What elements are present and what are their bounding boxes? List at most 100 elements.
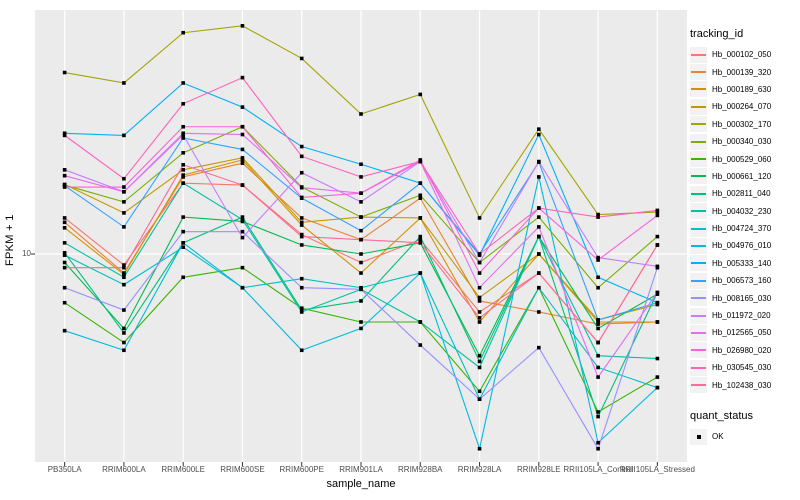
series-color-line-icon xyxy=(691,366,706,369)
data-point xyxy=(655,264,660,269)
legend-item-Hb_000340_030: Hb_000340_030 xyxy=(690,133,800,150)
data-point xyxy=(181,215,185,219)
legend-item-label: Hb_000264_070 xyxy=(712,102,772,112)
legend-item-Hb_000264_070: Hb_000264_070 xyxy=(690,98,800,115)
data-point xyxy=(537,206,541,210)
legend-item-label: Hb_004724_370 xyxy=(712,224,772,234)
data-point xyxy=(181,229,185,234)
legend: tracking_id Hb_000102_050 Hb_000139_320 Hb… xyxy=(690,0,800,445)
data-point xyxy=(418,196,423,200)
data-point xyxy=(655,213,660,218)
data-point xyxy=(655,300,660,305)
data-point xyxy=(299,56,304,61)
x-tick-label-RRII105LA_Control: RRII105LA_Control xyxy=(563,465,633,474)
data-point xyxy=(537,225,541,229)
data-point xyxy=(655,208,660,213)
data-point xyxy=(596,440,600,445)
data-point xyxy=(537,285,541,290)
quant-status-key xyxy=(690,428,707,445)
data-point xyxy=(596,375,600,379)
data-point xyxy=(122,265,126,270)
data-point xyxy=(299,216,304,220)
data-point xyxy=(299,170,304,175)
data-point xyxy=(299,220,304,225)
data-point xyxy=(62,226,67,230)
data-point xyxy=(299,306,304,310)
data-point xyxy=(181,175,185,179)
series-color-line-icon xyxy=(691,158,706,161)
legend-key-swatch xyxy=(690,359,707,376)
data-point xyxy=(240,124,245,129)
data-point xyxy=(62,265,67,270)
legend-title-tracking-id: tracking_id xyxy=(690,28,744,40)
legend-key-swatch xyxy=(690,377,707,394)
data-point xyxy=(359,299,363,303)
data-point xyxy=(299,185,304,190)
x-tick-label-RRIM901LA: RRIM901LA xyxy=(339,465,383,474)
data-point xyxy=(596,215,600,219)
legend-key-swatch xyxy=(690,307,707,324)
data-point xyxy=(181,81,185,85)
legend-key-swatch xyxy=(690,98,707,115)
x-tick-label-PB350LA: PB350LA xyxy=(47,465,82,474)
data-point xyxy=(181,173,185,177)
data-point xyxy=(359,252,363,256)
series-color-line-icon xyxy=(691,105,706,108)
data-point xyxy=(537,345,541,350)
data-point xyxy=(122,275,126,280)
data-point xyxy=(240,285,245,290)
data-point xyxy=(359,228,363,233)
data-point xyxy=(596,326,600,331)
data-point xyxy=(359,112,363,116)
data-point xyxy=(240,183,245,187)
x-axis-tick-labels: PB350LA RRIM600LA RRIM600LE RRIM600SE RRIM60… xyxy=(0,465,800,477)
legend-item-Hb_102438_030: Hb_102438_030 xyxy=(690,376,800,394)
data-point xyxy=(122,263,126,267)
series-color-line-icon xyxy=(691,331,706,334)
data-point xyxy=(299,234,304,239)
legend-key-swatch xyxy=(690,324,707,341)
series-color-line-icon xyxy=(691,384,706,387)
data-point xyxy=(359,162,363,167)
data-point xyxy=(181,151,185,155)
data-point xyxy=(418,234,423,239)
data-point xyxy=(537,132,541,137)
data-point xyxy=(477,397,482,401)
data-point xyxy=(181,30,185,35)
data-point xyxy=(122,348,126,353)
data-point xyxy=(418,181,423,185)
legend-color-items: Hb_000102_050 Hb_000139_320 Hb_000189_630 H… xyxy=(690,46,800,394)
data-point xyxy=(537,175,541,179)
legend-item-label: Hb_030545_030 xyxy=(712,363,772,373)
x-axis-title: sample_name xyxy=(326,478,396,490)
legend-key-swatch xyxy=(690,237,707,254)
legend-item-Hb_030545_030: Hb_030545_030 xyxy=(690,359,800,376)
legend-key-swatch xyxy=(690,81,707,98)
legend-key-swatch xyxy=(690,151,707,168)
data-point xyxy=(418,92,423,97)
data-point xyxy=(359,237,363,242)
data-point xyxy=(477,320,482,324)
data-point xyxy=(62,300,67,305)
data-point xyxy=(359,200,363,204)
legend-item-Hb_004976_010: Hb_004976_010 xyxy=(690,237,800,254)
series-color-line-icon xyxy=(691,71,706,74)
data-point xyxy=(596,353,600,358)
series-color-line-icon xyxy=(691,279,706,282)
data-point xyxy=(240,217,245,222)
legend-item-Hb_000189_630: Hb_000189_630 xyxy=(690,81,800,98)
legend-quant-status-block: quant_status OK xyxy=(690,410,800,445)
data-point xyxy=(240,105,245,109)
data-point xyxy=(359,287,363,292)
legend-item-label: Hb_000139_320 xyxy=(712,67,772,77)
data-point xyxy=(240,158,245,162)
y-axis-title: FPKM + 1 xyxy=(4,214,16,266)
data-point xyxy=(181,245,185,249)
data-point xyxy=(62,251,67,255)
data-point xyxy=(62,70,67,75)
data-point xyxy=(181,101,185,106)
series-color-line-icon xyxy=(691,175,706,178)
data-point xyxy=(359,271,363,275)
legend-item-label: Hb_002811_040 xyxy=(712,189,771,199)
